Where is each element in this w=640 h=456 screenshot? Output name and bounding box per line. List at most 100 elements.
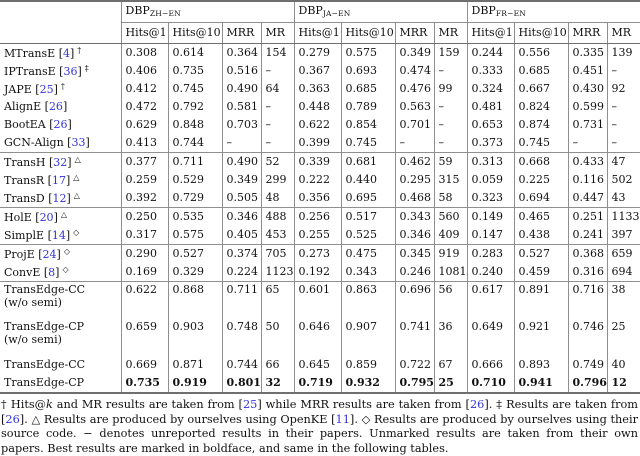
metric-value-cell: 47: [606, 152, 640, 171]
metric-value-cell: 0.646: [293, 319, 342, 356]
metric-value-cell: 0.308: [120, 43, 168, 62]
metric-value-cell: 0.392: [120, 189, 168, 208]
metric-header: Hits@10: [513, 22, 569, 44]
table-row: TransEdge-CC (w/o semi) 0.622 0.868 0.711 65 0…: [0, 281, 640, 319]
method-label: BootEA [26]: [4, 118, 72, 131]
metric-value-cell: 66: [260, 356, 295, 374]
method-label-line2: (w/o semi): [4, 295, 62, 309]
metric-value-cell: 0.701: [394, 116, 435, 134]
metric-value-cell: –: [433, 134, 468, 153]
citation-link[interactable]: 36: [63, 64, 78, 78]
dataset-group-header: DBPFR−EN: [466, 1, 640, 23]
method-cell: SimplE [14] ◇: [0, 226, 121, 245]
citation-link[interactable]: 32: [53, 155, 68, 169]
dataset-language-pair: ZH−EN: [149, 9, 181, 19]
citation-link[interactable]: 26: [469, 398, 485, 411]
metric-value-cell: 0.854: [340, 116, 396, 134]
citation-bracket-close: ]: [53, 82, 58, 96]
table-row: MTransE [4] † 0.308 0.614 0.364 154 0.279 0.575…: [0, 43, 640, 62]
table-row: TransH [32] △ 0.377 0.711 0.490 52 0.339 0.681 0…: [0, 152, 640, 171]
citation-link[interactable]: 33: [71, 135, 86, 149]
method-label: IPTransE [36] ‡: [4, 64, 89, 78]
metric-value-cell: 0.255: [293, 226, 342, 245]
citation-link[interactable]: 20: [39, 210, 54, 224]
metric-value-cell: 0.476: [394, 80, 435, 98]
metric-value-cell: 0.695: [340, 189, 396, 208]
citation-link[interactable]: 14: [51, 228, 66, 242]
metric-header: Hits@1: [120, 22, 168, 44]
metric-value-cell: 0.399: [293, 134, 342, 153]
metric-value-cell: 0.525: [340, 226, 396, 245]
footnote-text: ]. △ Results are produced by ourselves u…: [19, 412, 336, 426]
metric-value-cell: 0.667: [513, 80, 569, 98]
table-row: TransEdge-CP 0.735 0.919 0.801 32 0.719 0.932 0…: [0, 374, 640, 393]
table-row: ConvE [8] ◇ 0.169 0.329 0.224 1123 0.192 0.343 0…: [0, 263, 640, 282]
citation-bracket-close: ]: [65, 228, 71, 242]
metric-value-cell: 0.368: [567, 244, 608, 263]
dataset-group-header: DBPZH−EN: [120, 1, 295, 23]
metric-value-cell: 0.749: [567, 356, 608, 374]
metric-value-cell: 0.149: [466, 207, 515, 226]
method-name: ProjE: [4, 247, 35, 261]
metric-value-cell: 0.451: [567, 62, 608, 80]
metric-value-cell: 0.323: [466, 189, 515, 208]
metric-value-cell: 0.059: [466, 171, 515, 189]
metric-value-cell: –: [606, 134, 640, 153]
metric-value-cell: 0.438: [513, 226, 569, 245]
citation-bracket-open: [: [59, 64, 64, 78]
metric-value-cell: 0.868: [167, 281, 222, 319]
method-label: JAPE [25] †: [4, 81, 65, 96]
metric-value-cell: 59: [433, 152, 468, 171]
metric-value-cell: 0.745: [513, 134, 569, 153]
citation-link[interactable]: 11: [335, 412, 350, 426]
metric-value-cell: 0.735: [120, 374, 168, 393]
metric-value-cell: 0.649: [466, 319, 515, 356]
table-row: GCN-Align [33] 0.413 0.744– –0.399 0.745– –0.…: [0, 134, 640, 153]
citation-bracket-open: [: [48, 191, 53, 205]
method-name: ConvE: [4, 265, 41, 279]
metric-value-cell: 92: [606, 80, 640, 98]
metric-value-cell: 0.668: [513, 152, 569, 171]
metric-value-cell: –: [606, 98, 640, 116]
citation-link[interactable]: 8: [48, 265, 56, 279]
method-label: TransEdge-CP: [4, 376, 84, 389]
metric-value-cell: –: [260, 116, 295, 134]
citation-link[interactable]: 25: [39, 82, 54, 96]
metric-value-cell: 0.932: [340, 374, 396, 393]
metric-value-cell: 0.824: [513, 98, 569, 116]
metric-value-cell: 0.413: [120, 134, 168, 153]
footnote-mark-icon: △: [73, 190, 80, 200]
method-cell: TransD [12] △: [0, 189, 121, 208]
metric-value-cell: 56: [433, 281, 468, 319]
metric-value-cell: 397: [606, 226, 640, 245]
citation-link[interactable]: 25: [242, 398, 258, 411]
method-name: GCN-Align: [4, 135, 64, 149]
metric-value-cell: 0.192: [293, 263, 342, 282]
citation-link[interactable]: 24: [42, 247, 57, 261]
metric-value-cell: 0.711: [167, 152, 222, 171]
metric-value-cell: –: [606, 62, 640, 80]
citation-link[interactable]: 17: [51, 173, 66, 187]
citation-link[interactable]: 26: [5, 412, 20, 426]
metric-value-cell: 0.529: [167, 171, 222, 189]
citation-link[interactable]: 4: [62, 46, 70, 60]
metric-value-cell: 0.659: [120, 319, 168, 356]
metric-value-cell: 0.313: [466, 152, 515, 171]
method-cell: ProjE [24] ◇: [0, 244, 121, 263]
method-label: TransEdge-CC: [4, 283, 85, 296]
citation-link[interactable]: 26: [53, 117, 68, 131]
metric-header: Hits@10: [340, 22, 396, 44]
metric-value-cell: 0.412: [120, 80, 168, 98]
metric-value-cell: 0.735: [167, 62, 222, 80]
citation-link[interactable]: 12: [52, 191, 67, 205]
metric-value-cell: 1133: [606, 207, 640, 226]
footnote-mark-icon: †: [60, 81, 65, 91]
metric-value-cell: 0.349: [394, 43, 435, 62]
metric-value-cell: 0.273: [293, 244, 342, 263]
method-name: TransEdge-CC: [4, 357, 86, 371]
header-group-row: DBPZH−EN DBPJA−EN DBPFR−EN: [0, 1, 640, 44]
metric-value-cell: 0.669: [120, 356, 168, 374]
method-cell: IPTransE [36] ‡: [0, 62, 121, 80]
citation-link[interactable]: 26: [48, 99, 63, 113]
citation-bracket-close: ]: [53, 210, 58, 224]
